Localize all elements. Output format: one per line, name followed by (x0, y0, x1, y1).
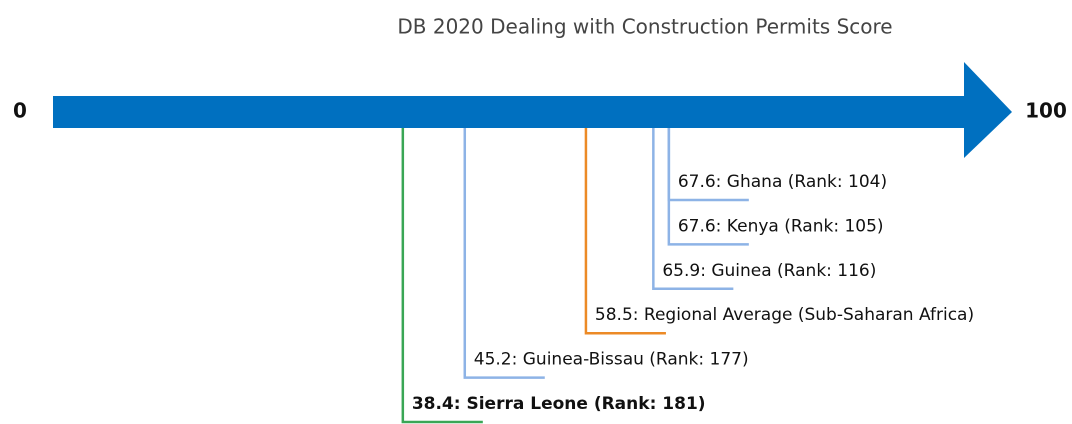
arrow-shaft (53, 96, 966, 128)
axis-end-label: 100 (1025, 99, 1067, 123)
value-label: 45.2: Guinea-Bissau (Rank: 177) (474, 350, 749, 370)
axis-end-label: 0 (13, 99, 27, 123)
value-label: 67.6: Kenya (Rank: 105) (678, 216, 884, 236)
value-label: 67.6: Ghana (Rank: 104) (678, 172, 887, 192)
leader-line (667, 128, 749, 246)
value-label: 38.4: Sierra Leone (Rank: 181) (412, 394, 706, 414)
arrow-head (964, 62, 1012, 158)
leader-line (652, 128, 734, 291)
leader-line (401, 128, 483, 424)
value-label: 58.5: Regional Average (Sub-Saharan Afri… (595, 305, 974, 325)
leader-line (463, 128, 545, 379)
chart-title: DB 2020 Dealing with Construction Permit… (397, 15, 892, 39)
leader-line (584, 128, 666, 335)
value-label: 65.9: Guinea (Rank: 116) (662, 261, 876, 281)
